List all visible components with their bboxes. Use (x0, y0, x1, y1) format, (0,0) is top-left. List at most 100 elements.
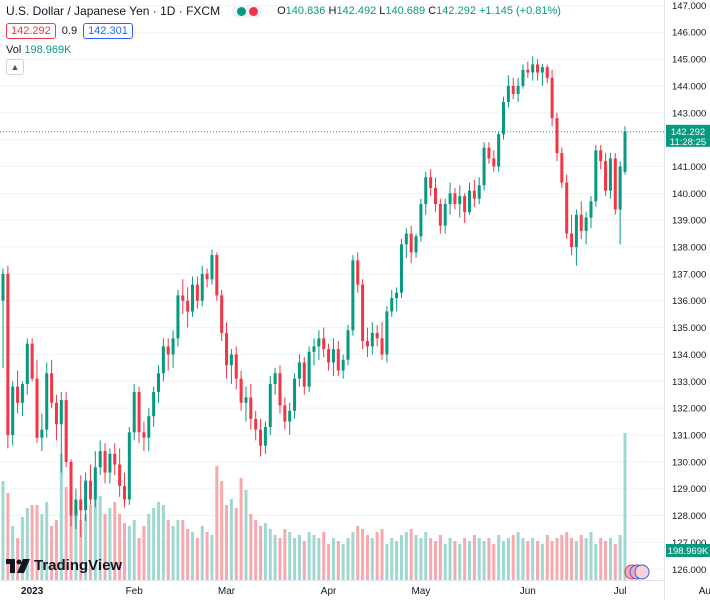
volume-bar (84, 514, 88, 580)
volume-bar (166, 520, 170, 580)
volume-bar (555, 538, 559, 580)
candle-body (409, 233, 413, 253)
volume-bar (1, 481, 5, 580)
candle-body (521, 69, 525, 86)
volume-bar (458, 544, 462, 580)
price-tick: 137.000 (672, 269, 706, 280)
candle-body (98, 451, 102, 468)
candle-body (458, 196, 462, 205)
volume-bar (307, 532, 311, 580)
buy-button[interactable]: 142.301 (83, 23, 133, 39)
tradingview-logo-icon (6, 558, 30, 573)
candle-body (283, 405, 287, 422)
volume-bar (142, 526, 146, 580)
volume-bar (317, 538, 321, 580)
candle-body (346, 330, 350, 360)
volume-bar (404, 532, 408, 580)
volume-label-value: 198.969K (668, 546, 709, 557)
volume-bar (239, 478, 243, 580)
volume-bar (351, 532, 355, 580)
candle-body (438, 204, 442, 226)
volume-bar (229, 499, 233, 580)
price-axis[interactable]: 126.000 127.000 128.000 129.000 130.000 131.0… (664, 0, 710, 600)
time-tick: Jun (520, 586, 536, 597)
volume-label: 198.969K (666, 544, 710, 557)
price-tick: 136.000 (672, 296, 706, 307)
volume-bar (225, 505, 229, 580)
market-status[interactable] (232, 4, 264, 18)
time-tick: Feb (126, 586, 144, 597)
candle-body (11, 386, 15, 435)
candle-body (322, 338, 326, 350)
candle-body (122, 486, 126, 500)
candle-body (64, 400, 68, 462)
last-price-value: 142.292 (671, 127, 705, 138)
candle-body (565, 182, 569, 234)
candle-body (404, 233, 408, 245)
volume-bar (259, 526, 263, 580)
candle-body (259, 429, 263, 446)
tradingview-logo: TradingView (6, 557, 122, 574)
candle-body (331, 349, 335, 363)
candle-body (249, 397, 253, 419)
volume-bar (103, 514, 107, 580)
candle-body (142, 432, 146, 438)
price-grid (0, 4, 664, 570)
volume-bar (278, 538, 282, 580)
candle-body (584, 217, 588, 231)
candle-body (69, 461, 73, 516)
volume-bar (521, 538, 525, 580)
volume-bar (327, 544, 331, 580)
logo-text: TradingView (34, 557, 123, 574)
candles (1, 56, 627, 538)
volume-bar (191, 532, 195, 580)
go-to-realtime-icon[interactable] (624, 564, 650, 580)
candle-body (472, 190, 476, 199)
candle-body (336, 349, 340, 371)
volume-legend: Vol 198.969K (6, 44, 71, 56)
candle-body (25, 343, 29, 384)
price-tick: 139.000 (672, 216, 706, 227)
sell-button[interactable]: 142.292 (6, 23, 56, 39)
volume-bar (623, 433, 627, 580)
volume-bar (477, 538, 481, 580)
volume-bar (181, 520, 185, 580)
volume-bar (6, 493, 10, 580)
candle-body (84, 480, 88, 511)
candle-body (531, 64, 535, 73)
volume-bar (69, 514, 73, 580)
candle-body (307, 351, 311, 387)
volume-bar (176, 520, 180, 580)
volume-bar (502, 541, 506, 580)
candle-body (502, 102, 506, 135)
candle-body (176, 295, 180, 339)
price-tick: 129.000 (672, 484, 706, 495)
candle-body (613, 158, 617, 210)
volume-bar (409, 529, 413, 580)
collapse-legend-button[interactable]: ▲ (6, 59, 24, 75)
volume-bar (380, 529, 384, 580)
volume-bar (492, 544, 496, 580)
candle-body (40, 429, 44, 438)
candle-body (205, 273, 209, 280)
volume-bar (545, 535, 549, 580)
ohlc-values: O140.836 H142.492 L140.689 C142.292 +1.1… (277, 5, 561, 17)
candle-body (375, 332, 379, 339)
candle-body (273, 373, 277, 384)
chevron-up-icon: ▲ (10, 62, 20, 72)
time-axis[interactable]: 2023 Feb Mar Apr May Jun Jul Aug (0, 580, 710, 600)
volume-bar (618, 535, 622, 580)
candle-body (74, 499, 78, 516)
volume-bar (453, 541, 457, 580)
volume-bar (25, 508, 29, 580)
volume-bar (463, 538, 467, 580)
candle-body (433, 187, 437, 205)
time-tick: May (411, 586, 430, 597)
symbol-title[interactable]: U.S. Dollar / Japanese Yen · 1D · FXCM (6, 4, 221, 18)
volume-bar (375, 532, 379, 580)
volume-bar (205, 532, 209, 580)
candle-body (604, 161, 608, 191)
volume-bar (137, 538, 141, 580)
candle-body (16, 386, 20, 403)
